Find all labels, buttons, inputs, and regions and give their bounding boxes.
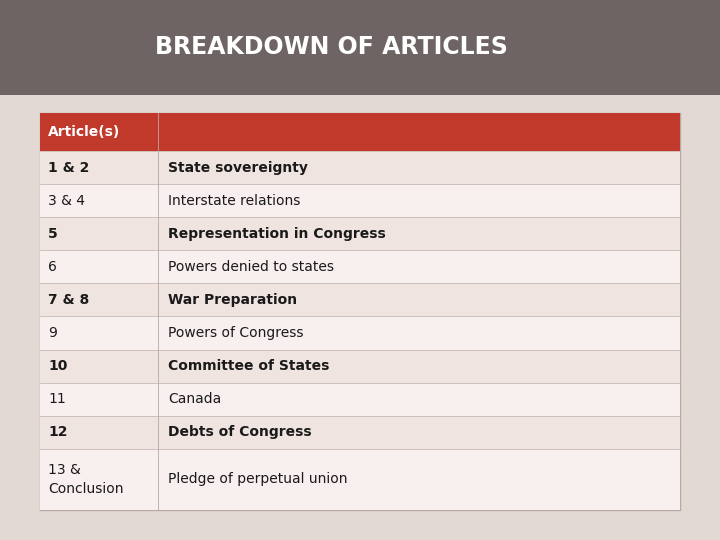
Bar xyxy=(40,113,680,151)
Bar xyxy=(40,349,680,383)
Bar xyxy=(40,184,680,217)
Bar xyxy=(40,383,680,416)
Text: Pledge of perpetual union: Pledge of perpetual union xyxy=(168,472,348,487)
Text: 11: 11 xyxy=(48,392,66,406)
Text: 5: 5 xyxy=(48,227,58,241)
Bar xyxy=(40,284,680,316)
Text: 10: 10 xyxy=(48,359,68,373)
Text: 9: 9 xyxy=(48,326,57,340)
Text: 7 & 8: 7 & 8 xyxy=(48,293,89,307)
Text: Debts of Congress: Debts of Congress xyxy=(168,426,312,439)
Text: 6: 6 xyxy=(48,260,57,274)
Text: 3 & 4: 3 & 4 xyxy=(48,194,85,208)
Text: Canada: Canada xyxy=(168,392,222,406)
Text: Interstate relations: Interstate relations xyxy=(168,194,301,208)
Bar xyxy=(0,0,720,95)
Bar xyxy=(40,217,680,251)
Bar xyxy=(40,449,680,510)
Text: 12: 12 xyxy=(48,426,68,439)
Bar xyxy=(40,151,680,184)
Text: Committee of States: Committee of States xyxy=(168,359,330,373)
Text: Powers of Congress: Powers of Congress xyxy=(168,326,304,340)
Text: War Preparation: War Preparation xyxy=(168,293,297,307)
Text: Powers denied to states: Powers denied to states xyxy=(168,260,334,274)
Bar xyxy=(40,416,680,449)
Text: Representation in Congress: Representation in Congress xyxy=(168,227,386,241)
Text: BREAKDOWN OF ARTICLES: BREAKDOWN OF ARTICLES xyxy=(155,36,508,59)
Bar xyxy=(40,316,680,349)
Text: 1 & 2: 1 & 2 xyxy=(48,160,89,174)
Bar xyxy=(40,113,680,510)
Text: Article(s): Article(s) xyxy=(48,125,120,139)
Text: State sovereignty: State sovereignty xyxy=(168,160,308,174)
Bar xyxy=(40,251,680,284)
Text: 13 &
Conclusion: 13 & Conclusion xyxy=(48,463,124,496)
